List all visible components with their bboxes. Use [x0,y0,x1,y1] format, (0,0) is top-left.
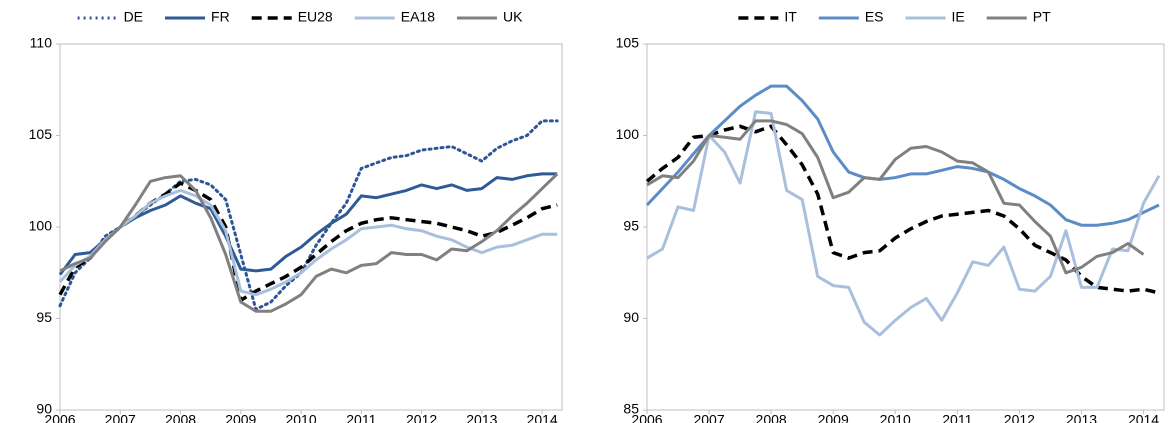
legend-item: ES [818,9,884,25]
x-tick-label: 2008 [756,412,787,423]
chart: 90 95 100 105 110 2006 2007 2008 2009 2010 2011 201… [29,9,563,423]
series-line [58,172,558,276]
x-tick-label: 2012 [1004,412,1035,423]
series-line [646,119,1145,275]
series-line [645,124,1160,295]
plot-frame [646,43,1165,411]
legend-label: EA18 [401,9,435,25]
x-tick-label: 2008 [165,412,196,423]
series-line [59,172,559,313]
x-tick-label: 2010 [880,412,911,423]
legend-label: EU28 [298,9,333,25]
chart: 85 90 95 100 105 2006 2007 2008 2009 2010 2011 2012… [616,9,1165,423]
series-line [58,188,558,297]
x-tick-label: 2010 [285,412,316,423]
y-tick-label: 105 [616,35,640,51]
x-tick-label: 2006 [44,412,75,423]
x-tick-label: 2013 [1066,412,1097,423]
y-tick-label: 95 [623,218,639,234]
x-tick-label: 2012 [406,412,437,423]
legend-label: UK [503,9,523,25]
x-tick-label: 2007 [105,412,136,423]
legend-item: IE [905,9,965,25]
x-tick-label: 2011 [942,412,972,423]
legend-item: IT [738,9,797,25]
y-tick-label: 85 [623,401,639,417]
legend-item: FR [165,9,230,25]
legend-item: EU28 [251,9,333,25]
y-tick-label: 100 [616,126,640,142]
legend-label: FR [211,9,230,25]
legend-item: EA18 [354,9,435,25]
series-line [645,84,1160,227]
x-tick-label: 2006 [631,412,662,423]
y-tick-label: 90 [623,309,639,325]
x-tick-label: 2014 [1128,412,1159,423]
y-tick-label: 95 [36,309,52,325]
legend-label: IE [952,9,965,25]
x-tick-label: 2014 [527,412,558,423]
y-tick-label: 105 [29,126,53,142]
legend-label: PT [1033,9,1051,25]
legend-label: ES [865,9,884,25]
legend-label: DE [124,9,143,25]
legend-item: PT [986,9,1051,25]
x-tick-label: 2009 [818,412,849,423]
x-tick-label: 2009 [225,412,256,423]
x-tick-label: 2007 [693,412,724,423]
y-tick-label: 100 [29,218,53,234]
legend-item: DE [77,9,143,25]
legend-item: UK [456,9,523,25]
x-tick-label: 2011 [346,412,376,423]
series-line [646,110,1161,337]
x-tick-label: 2013 [466,412,497,423]
legend-label: IT [784,9,797,25]
plot-frame [59,43,563,411]
y-tick-label: 110 [30,35,53,51]
y-tick-label: 90 [36,401,52,417]
